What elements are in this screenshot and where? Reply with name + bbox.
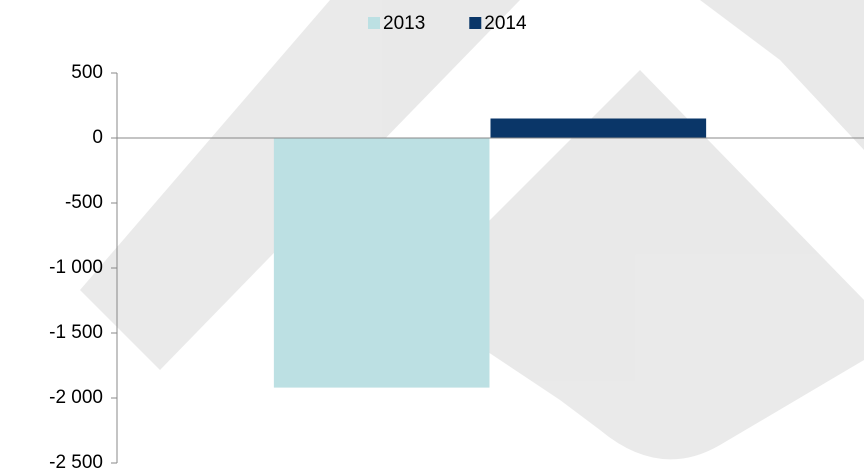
y-tick-label: -2 000 [49,387,103,408]
bar [273,138,490,388]
y-tick-label: -2 500 [49,452,103,473]
bar [490,118,707,138]
legend-swatch [469,17,482,29]
legend-label: 2014 [484,13,527,34]
y-tick-label: -1 000 [49,257,103,278]
y-tick-label: 500 [71,62,103,83]
legend-label: 2013 [383,13,425,34]
y-tick-label: -1 500 [49,322,103,343]
y-tick-label: 0 [92,127,103,148]
y-tick-label: -500 [65,192,103,213]
legend-swatch [368,17,380,29]
